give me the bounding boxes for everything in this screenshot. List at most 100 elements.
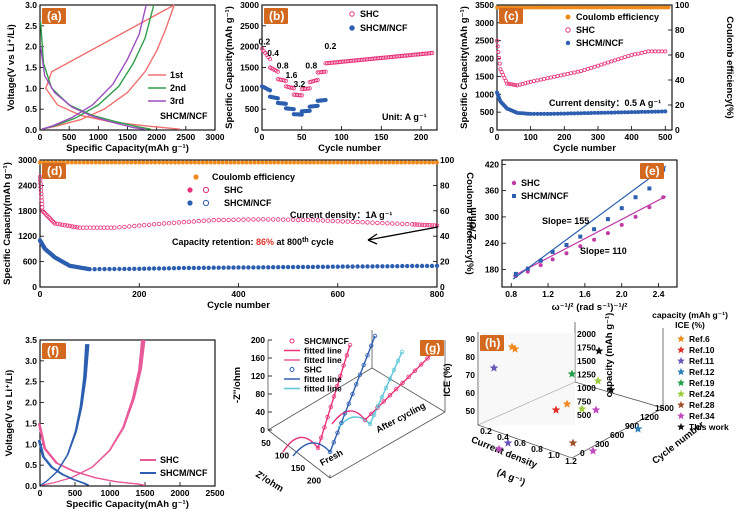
panel-d-legend-SHCM: SHCM/NCF (224, 198, 272, 208)
panel-d-point-SHCM (221, 265, 226, 270)
panel-d-point-ce (101, 160, 106, 165)
panel-d-point-SHCM (276, 265, 281, 270)
panel-e-ytick-label: 240 (485, 238, 499, 248)
panel-d-point-SHCM (266, 265, 271, 270)
panel-d-point-ce (113, 160, 118, 165)
panel-c-ytick-label: 2500 (475, 36, 494, 46)
panel-b-rate-label: 0.2 (258, 37, 270, 47)
panel-d-point-ce (430, 160, 435, 165)
panel-d-point-ce (109, 160, 114, 165)
panel-g-ytick-label: 120 (251, 371, 265, 381)
panel-f-ytick-label: 1.0 (25, 439, 37, 449)
panel-d-point-SHCM (141, 266, 147, 271)
panel-c-point-SHC (582, 68, 587, 73)
panel-g-point-fresh-shc (369, 343, 374, 348)
panel-c-point-SHCM (548, 111, 553, 116)
panel-c-point-SHC (552, 74, 557, 79)
panel-d-point-ce (391, 160, 396, 165)
panel-g-point-after-shc (395, 358, 401, 364)
panel-d-point-ce (335, 160, 340, 165)
panel-d-point-SHC (166, 220, 172, 226)
panel-c-point-SHC (513, 83, 518, 88)
panel-d-point-ce (307, 160, 312, 165)
panel-f-ytick-label: 0.0 (25, 481, 37, 491)
panel-g-fit-after-shcm (331, 345, 441, 425)
panel-g-point-after-shc (391, 367, 397, 373)
panel-d-point-ce (204, 160, 209, 165)
panel-d-point-SHCM (256, 265, 261, 270)
panel-d-point-ce (168, 160, 173, 165)
panel-c-point-SHCM (596, 110, 601, 115)
panel-f-curve-discharge-SHC (39, 423, 146, 486)
panel-d-point-SHC (67, 223, 72, 229)
panel-d-point-SHC (414, 222, 420, 227)
panel-d-retention-part: 86% (256, 237, 274, 247)
panel-d-right-ytick-label: 60 (440, 206, 450, 216)
panel-d-point-SHC (424, 222, 430, 228)
panel-d-point-ce (208, 160, 213, 165)
panel-b-point-SHCM/NCF (315, 103, 320, 108)
panel-c-point-SHCM (659, 109, 664, 114)
panel-a-xlabel: Specific Capacity(mAh g⁻¹) (66, 143, 189, 154)
panel-b-point-SHC (291, 86, 296, 91)
panel-h-icetick-label: 50 (466, 406, 476, 416)
panel-g-ytick-label: 200 (251, 335, 265, 345)
panel-d-point-SHC (320, 218, 326, 223)
panel-d-point-SHC (256, 217, 261, 222)
panel-c-point-SHCM (579, 111, 584, 116)
panel-g-legend-label: fitted line (304, 384, 342, 394)
panel-g-point-fresh-shc (335, 430, 340, 435)
panel-d-point-ce (395, 160, 400, 165)
panel-h-icetick-label: 70 (466, 370, 476, 380)
panel-a-ytick-label: 2.0 (25, 42, 37, 52)
panel-a-annotation: SHCM/NCF (160, 111, 208, 121)
panel-a-xtick-label: 1500 (118, 132, 137, 142)
panel-d-point-ce (38, 160, 43, 165)
panel-h-legend-title: capacity (mAh g⁻¹) (652, 310, 728, 320)
panel-e-fit-SHC (512, 195, 667, 277)
panel-d-point-ce (343, 160, 348, 165)
panel-c-xtick-label: 100 (524, 132, 538, 142)
panel-d-point-SHCM (156, 266, 162, 271)
panel-label-f: (f) (47, 344, 59, 358)
panel-h-depthtick-label: 900 (625, 421, 639, 431)
panel-b-point-SHC (315, 77, 320, 83)
panel-d-point-SHC (77, 225, 82, 230)
panel-e-xtick-label: 2.4 (653, 289, 665, 299)
panel-c-point-SHCM (633, 110, 638, 115)
panel-g-point-after-shcm (400, 380, 405, 386)
panel-g-point-fresh-shc (354, 382, 359, 387)
panel-e-point-SHC (605, 231, 610, 236)
panel-d-point-SHC (45, 213, 50, 219)
panel-h-ylabel: ICE (%) (442, 363, 453, 396)
panel-c-legend-ce: Coulomb efficiency (576, 12, 659, 22)
panel-e-point-SHC (564, 251, 569, 256)
panel-e-slope-2: Slope= 110 (580, 246, 627, 256)
panel-d-point-ce (244, 160, 249, 165)
panel-d-point-SHCM (419, 263, 425, 269)
panel-d-point-ce (69, 160, 74, 165)
panel-d-point-SHC (46, 214, 51, 220)
panel-c-point-SHCM (532, 111, 537, 116)
panel-d-point-SHCM (226, 265, 231, 270)
panel-d-point-ce (272, 160, 277, 165)
panel-g-point-after-shc (399, 349, 405, 355)
panel-d-point-SHCM (414, 263, 420, 269)
panel-d-point-SHCM (360, 264, 365, 269)
panel-h-legend-Ref.12: Ref.12 (689, 367, 715, 377)
panel-d-point-SHC (50, 218, 55, 224)
panel-d-point-SHC (271, 217, 276, 222)
panel-f-curve-discharge-SHC (37, 423, 144, 486)
panel-d-point-ce (359, 160, 364, 165)
panel-label-bg-a (42, 8, 66, 24)
panel-d-point-SHCM (246, 265, 251, 270)
panel-c-legend-SHC: SHC (576, 25, 596, 35)
panel-c-point-SHC (579, 69, 584, 74)
panel-c-point-SHCM (606, 110, 611, 115)
panel-b-point-SHC (299, 93, 304, 98)
panel-d-point-SHCM (117, 266, 122, 272)
panel-d-point-SHCM (92, 267, 97, 272)
panel-d-point-SHC (176, 220, 182, 225)
panel-d-point-SHCM (400, 263, 405, 269)
panel-d-point-SHC (156, 221, 162, 227)
